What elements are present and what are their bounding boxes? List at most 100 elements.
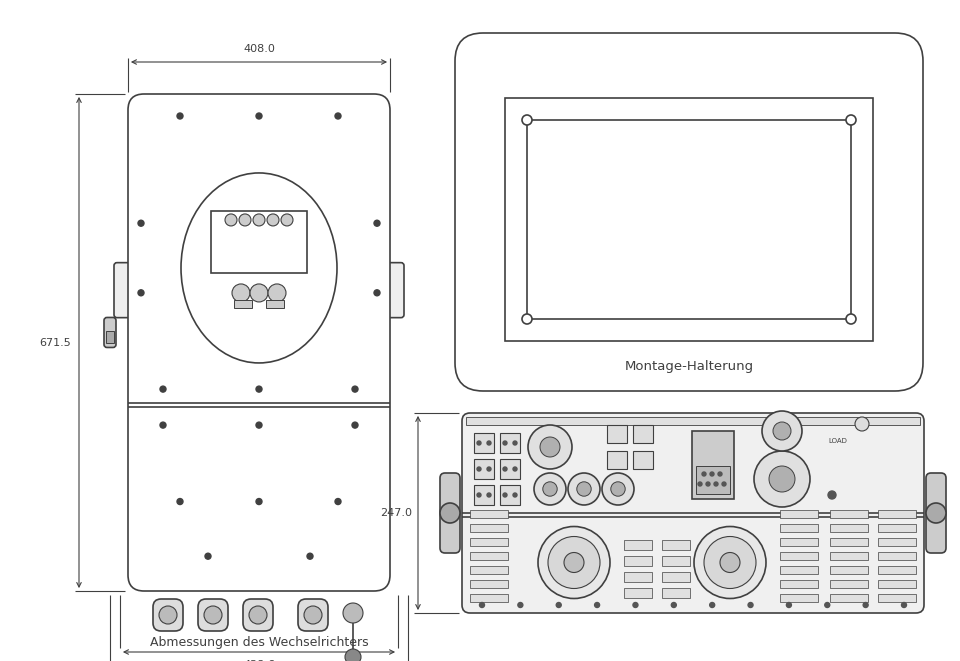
Bar — [878, 566, 916, 574]
Circle shape — [538, 527, 610, 598]
Circle shape — [748, 602, 753, 607]
FancyBboxPatch shape — [386, 262, 404, 318]
Circle shape — [138, 220, 144, 226]
Bar — [607, 451, 627, 469]
Bar — [662, 556, 690, 566]
Bar — [830, 580, 868, 588]
Circle shape — [522, 314, 532, 324]
Bar — [500, 459, 520, 479]
Bar — [662, 588, 690, 598]
Circle shape — [720, 553, 740, 572]
Circle shape — [281, 214, 293, 226]
Bar — [878, 524, 916, 532]
Circle shape — [487, 441, 491, 445]
Circle shape — [177, 498, 183, 504]
Circle shape — [594, 602, 600, 607]
Circle shape — [786, 602, 791, 607]
Bar — [470, 566, 508, 574]
Circle shape — [706, 482, 710, 486]
Circle shape — [205, 553, 211, 559]
Circle shape — [513, 441, 517, 445]
Circle shape — [268, 284, 286, 302]
Bar — [505, 98, 873, 341]
Circle shape — [773, 422, 791, 440]
Bar — [474, 485, 494, 505]
Circle shape — [828, 491, 836, 499]
Circle shape — [307, 553, 313, 559]
FancyBboxPatch shape — [243, 599, 273, 631]
Circle shape — [710, 472, 714, 476]
Bar — [211, 211, 307, 273]
Circle shape — [249, 606, 267, 624]
Text: 671.5: 671.5 — [39, 338, 71, 348]
Circle shape — [335, 498, 341, 504]
Bar — [500, 433, 520, 453]
Bar — [696, 466, 730, 494]
Bar — [234, 300, 252, 308]
Circle shape — [671, 602, 676, 607]
Circle shape — [440, 503, 460, 523]
Circle shape — [577, 482, 591, 496]
Circle shape — [487, 493, 491, 497]
Circle shape — [698, 482, 702, 486]
Circle shape — [704, 537, 756, 588]
Bar — [830, 510, 868, 518]
FancyBboxPatch shape — [298, 599, 328, 631]
Ellipse shape — [181, 173, 337, 363]
Bar — [780, 524, 818, 532]
Bar — [830, 566, 868, 574]
Bar — [106, 331, 114, 344]
FancyBboxPatch shape — [114, 262, 132, 318]
Circle shape — [846, 314, 856, 324]
Circle shape — [225, 214, 237, 226]
Circle shape — [513, 493, 517, 497]
Circle shape — [718, 472, 722, 476]
Bar — [470, 510, 508, 518]
Circle shape — [304, 606, 322, 624]
Bar — [624, 540, 652, 550]
Circle shape — [374, 220, 380, 226]
Circle shape — [513, 467, 517, 471]
Circle shape — [901, 602, 906, 607]
Circle shape — [477, 467, 481, 471]
Bar — [830, 552, 868, 560]
Circle shape — [522, 115, 532, 125]
Bar — [830, 538, 868, 546]
Circle shape — [335, 113, 341, 119]
FancyBboxPatch shape — [198, 599, 228, 631]
Circle shape — [548, 537, 600, 588]
Circle shape — [540, 437, 560, 457]
Bar — [527, 120, 851, 319]
Circle shape — [517, 602, 523, 607]
Bar — [780, 566, 818, 574]
Bar — [662, 572, 690, 582]
Text: LOAD: LOAD — [828, 438, 848, 444]
Circle shape — [855, 417, 869, 431]
Circle shape — [232, 284, 250, 302]
Bar — [830, 524, 868, 532]
Circle shape — [702, 472, 706, 476]
Circle shape — [138, 290, 144, 296]
Bar — [607, 425, 627, 443]
Circle shape — [159, 606, 177, 624]
Bar — [830, 594, 868, 602]
Circle shape — [253, 214, 265, 226]
Text: Montage-Halterung: Montage-Halterung — [624, 360, 754, 373]
Bar — [878, 580, 916, 588]
Text: 408.0: 408.0 — [243, 44, 275, 54]
Bar — [780, 510, 818, 518]
Bar — [470, 538, 508, 546]
Bar — [624, 588, 652, 598]
FancyBboxPatch shape — [926, 473, 946, 553]
Circle shape — [352, 386, 358, 392]
FancyBboxPatch shape — [153, 599, 183, 631]
Bar — [624, 572, 652, 582]
FancyBboxPatch shape — [455, 33, 923, 391]
Circle shape — [714, 482, 718, 486]
Circle shape — [568, 473, 600, 505]
Bar — [633, 451, 653, 469]
Bar — [500, 485, 520, 505]
Circle shape — [528, 425, 572, 469]
Text: 247.0: 247.0 — [380, 508, 412, 518]
Circle shape — [256, 498, 262, 504]
